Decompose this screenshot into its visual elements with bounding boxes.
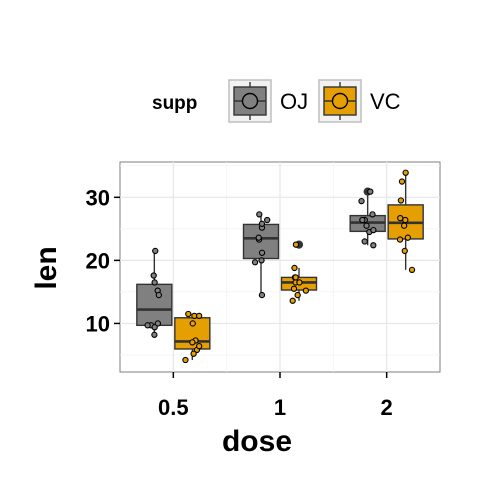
legend-label-vc: VC — [370, 89, 401, 114]
x-tick-label: 1 — [274, 395, 286, 420]
data-point — [289, 297, 296, 304]
plot-area — [136, 169, 424, 364]
data-point — [370, 242, 377, 249]
data-point — [400, 222, 408, 229]
legend: supp OJ VC — [152, 79, 401, 123]
data-point — [296, 279, 303, 286]
data-point — [258, 249, 266, 256]
box-oj-0.5 — [136, 247, 173, 338]
data-point — [189, 339, 196, 346]
x-tick-label: 0.5 — [158, 395, 189, 420]
y-tick-label: 10 — [86, 311, 110, 336]
x-tick-label: 2 — [381, 395, 393, 420]
data-point — [144, 322, 151, 329]
box-oj-1 — [242, 211, 280, 299]
legend-key-vc — [318, 79, 362, 123]
box-vc-0.5 — [174, 310, 211, 364]
data-point — [264, 216, 271, 224]
data-point — [251, 259, 259, 266]
data-point — [302, 287, 310, 294]
data-point — [151, 279, 158, 286]
box-vc-1 — [280, 240, 318, 304]
data-point — [292, 241, 300, 248]
data-point — [151, 324, 158, 331]
data-point — [185, 310, 192, 318]
data-point — [408, 266, 416, 273]
data-point — [361, 238, 368, 245]
y-tick-label: 20 — [86, 248, 110, 273]
data-point — [196, 342, 203, 350]
data-point — [402, 216, 409, 224]
data-point — [290, 285, 298, 292]
data-point — [258, 257, 265, 264]
data-point — [155, 291, 163, 299]
axes: 10 20 30 0.5 1 2 — [86, 185, 393, 420]
data-point — [294, 291, 301, 299]
x-axis-title: dose — [222, 425, 292, 458]
legend-label-oj: OJ — [280, 89, 308, 114]
data-point — [150, 272, 157, 279]
box-vc-2 — [387, 169, 424, 273]
data-point — [291, 264, 298, 272]
data-point — [152, 247, 159, 255]
legend-key-oj — [228, 79, 272, 123]
legend-dot — [241, 92, 259, 110]
data-point — [404, 234, 411, 241]
data-point — [256, 211, 263, 218]
data-point — [258, 220, 266, 227]
box-body — [136, 283, 173, 327]
data-point — [401, 247, 408, 255]
data-point — [363, 222, 370, 229]
data-point — [398, 178, 406, 185]
y-axis-title: len — [30, 246, 63, 289]
data-point — [255, 234, 262, 241]
legend-title: supp — [152, 93, 197, 114]
data-point — [369, 211, 376, 218]
y-tick-label: 30 — [86, 185, 110, 210]
data-point — [358, 197, 365, 205]
data-point — [370, 226, 377, 234]
data-point — [359, 216, 366, 224]
data-point — [190, 350, 197, 357]
data-point — [151, 331, 158, 338]
data-point — [182, 356, 189, 364]
data-point — [367, 188, 374, 195]
data-point — [195, 312, 203, 320]
data-point — [258, 291, 266, 299]
data-point — [292, 274, 299, 281]
data-point — [397, 197, 405, 204]
data-point — [397, 214, 404, 222]
data-point — [402, 169, 409, 176]
box-oj-2 — [349, 187, 386, 249]
data-point — [396, 236, 404, 243]
grid-lines — [120, 162, 440, 372]
data-point — [189, 320, 196, 327]
legend-dot — [331, 92, 349, 110]
